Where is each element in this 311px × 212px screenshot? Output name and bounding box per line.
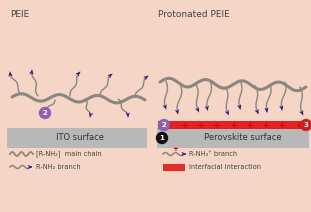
- Text: R-NH₃⁺ branch: R-NH₃⁺ branch: [189, 151, 237, 157]
- Circle shape: [300, 120, 311, 131]
- Text: +: +: [197, 120, 204, 130]
- FancyBboxPatch shape: [163, 164, 185, 171]
- Text: 2: 2: [43, 110, 47, 116]
- Text: +: +: [165, 120, 171, 130]
- Text: +: +: [295, 120, 301, 130]
- Text: 1: 1: [160, 135, 165, 141]
- Text: +: +: [230, 120, 236, 130]
- Text: Perovskite surface: Perovskite surface: [204, 134, 282, 142]
- Text: PEIE: PEIE: [10, 10, 29, 19]
- FancyBboxPatch shape: [157, 128, 309, 148]
- Circle shape: [39, 107, 50, 119]
- Text: [R-NH₂]  main chain: [R-NH₂] main chain: [36, 151, 102, 157]
- Text: Interfacial interaction: Interfacial interaction: [189, 164, 261, 170]
- Text: +: +: [172, 146, 178, 152]
- Circle shape: [156, 132, 168, 144]
- Text: R-NH₂ branch: R-NH₂ branch: [36, 164, 81, 170]
- Text: ITO surface: ITO surface: [56, 134, 104, 142]
- Text: +: +: [214, 120, 220, 130]
- Text: 3: 3: [304, 122, 309, 128]
- Text: 2: 2: [162, 122, 166, 128]
- Text: +: +: [246, 120, 252, 130]
- FancyBboxPatch shape: [158, 121, 308, 129]
- Circle shape: [159, 120, 169, 131]
- Text: +: +: [181, 120, 187, 130]
- FancyBboxPatch shape: [7, 128, 147, 148]
- Text: Protonated PEIE: Protonated PEIE: [158, 10, 230, 19]
- Text: +: +: [279, 120, 285, 130]
- Text: +: +: [262, 120, 269, 130]
